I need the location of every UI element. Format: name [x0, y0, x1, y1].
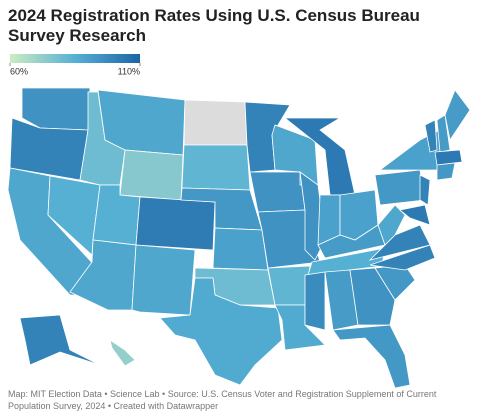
- legend-label: 60%: [10, 66, 28, 76]
- source-note: Map: MIT Election Data • Science Lab • S…: [8, 389, 437, 411]
- region: [249, 171, 306, 213]
- region: [257, 209, 321, 269]
- legend-label: 110%: [118, 66, 140, 76]
- region: [135, 196, 216, 251]
- region: [374, 169, 426, 206]
- region: [212, 227, 269, 271]
- region: [159, 277, 283, 386]
- region: [436, 162, 456, 181]
- region: [131, 244, 196, 316]
- region: [377, 204, 406, 246]
- region: [181, 144, 251, 191]
- region: [369, 244, 436, 271]
- region: [436, 114, 451, 153]
- region: [424, 119, 438, 153]
- region: [271, 124, 319, 186]
- region: [267, 265, 311, 306]
- region: [419, 174, 431, 206]
- legend-bar: [10, 54, 140, 63]
- region: [21, 87, 91, 131]
- region: [119, 149, 184, 201]
- region: [183, 99, 248, 146]
- chart-title: 2024 Registration Rates Using U.S. Censu…: [8, 6, 420, 45]
- map: 60% 110%: [7, 54, 471, 388]
- region: [19, 314, 101, 366]
- region: [399, 204, 431, 226]
- region: [304, 271, 326, 331]
- region: [332, 324, 411, 388]
- region: [434, 149, 463, 166]
- region: [444, 89, 471, 142]
- region: [109, 339, 136, 367]
- region: [283, 117, 356, 196]
